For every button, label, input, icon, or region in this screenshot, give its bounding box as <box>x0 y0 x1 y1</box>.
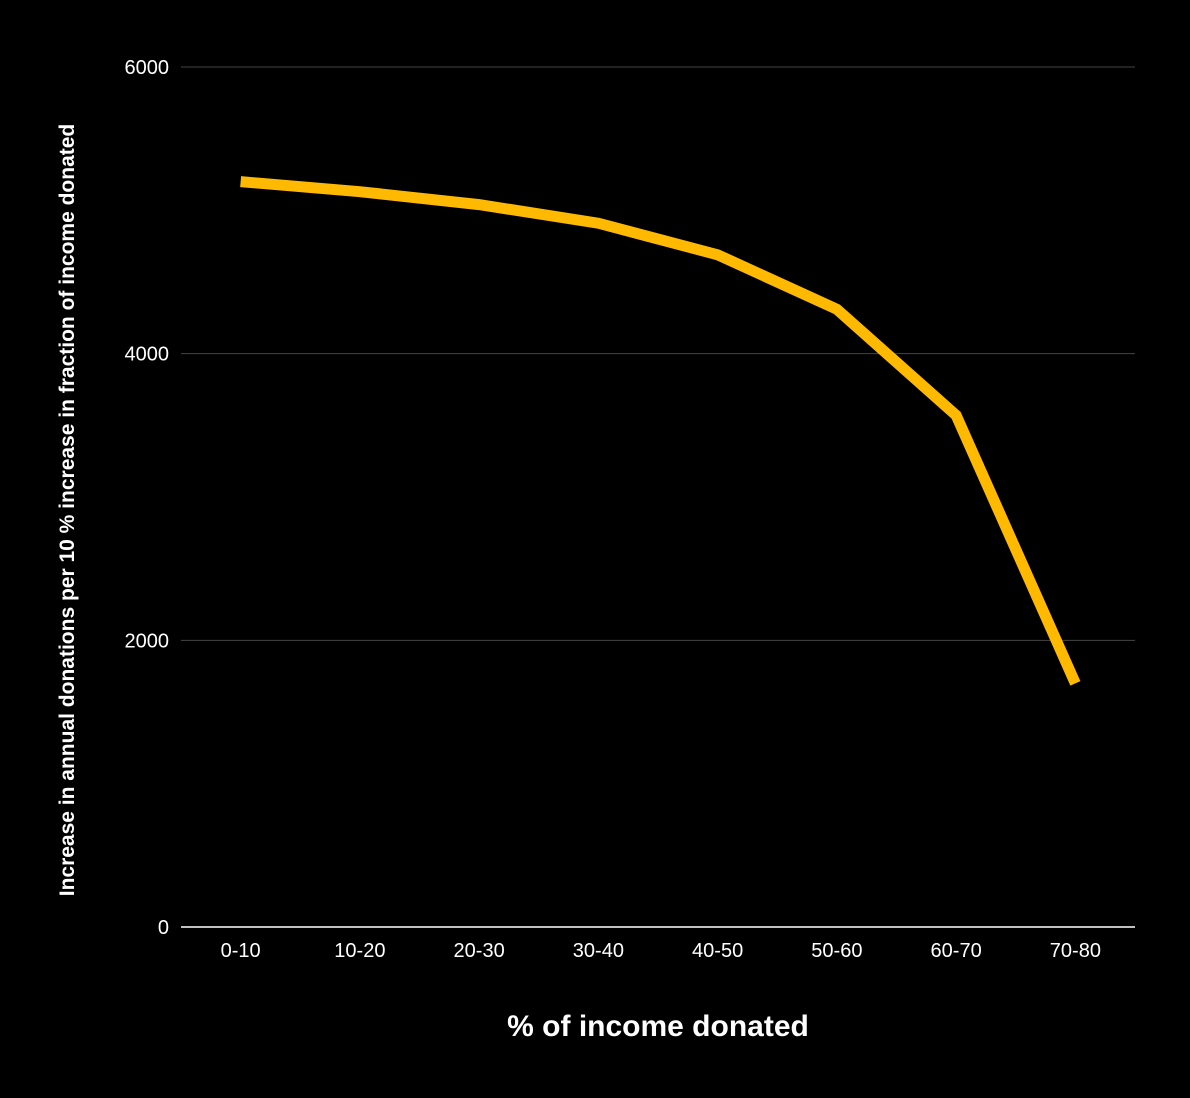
x-tick-label: 50-60 <box>811 940 862 962</box>
x-tick-label: 10-20 <box>334 940 385 962</box>
data-point <box>479 204 480 205</box>
x-tick-label: 70-80 <box>1050 940 1101 962</box>
x-axis-title: % of income donated <box>507 1010 809 1043</box>
y-axis-title: Increase in annual donations per 10 % in… <box>56 124 79 897</box>
y-tick-label: 4000 <box>125 344 170 366</box>
series-line <box>240 176 1081 686</box>
series-layer <box>240 176 1081 686</box>
y-tick-label: 2000 <box>125 630 170 652</box>
x-tick-label: 20-30 <box>454 940 505 962</box>
data-point <box>598 223 599 224</box>
x-tick-label: 60-70 <box>931 940 982 962</box>
y-tick-label: 0 <box>158 917 169 939</box>
x-tick-label: 30-40 <box>573 940 624 962</box>
x-tick-label: 40-50 <box>692 940 743 962</box>
data-point <box>1075 683 1076 684</box>
data-point <box>240 181 241 182</box>
x-tick-label: 0-10 <box>221 940 261 962</box>
y-gridlines <box>181 66 1135 928</box>
y-tick-labels: 0 2000 4000 6000 <box>125 57 170 939</box>
y-tick-label: 6000 <box>125 57 170 79</box>
data-point <box>956 415 957 416</box>
x-tick-labels: 0-10 10-20 20-30 30-40 40-50 50-60 60-70 70-80 <box>221 940 1101 962</box>
data-point <box>359 191 360 192</box>
data-point <box>717 254 718 255</box>
data-point <box>836 309 837 310</box>
